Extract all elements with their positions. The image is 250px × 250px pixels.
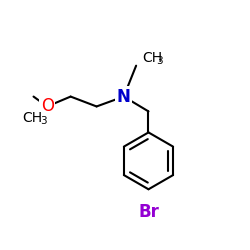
Text: 3: 3 xyxy=(157,56,163,66)
Text: Br: Br xyxy=(138,203,159,221)
Text: O: O xyxy=(40,98,54,116)
Text: CH: CH xyxy=(22,110,42,124)
Text: N: N xyxy=(117,88,131,106)
Text: 3: 3 xyxy=(40,116,47,126)
Text: CH: CH xyxy=(142,51,163,65)
